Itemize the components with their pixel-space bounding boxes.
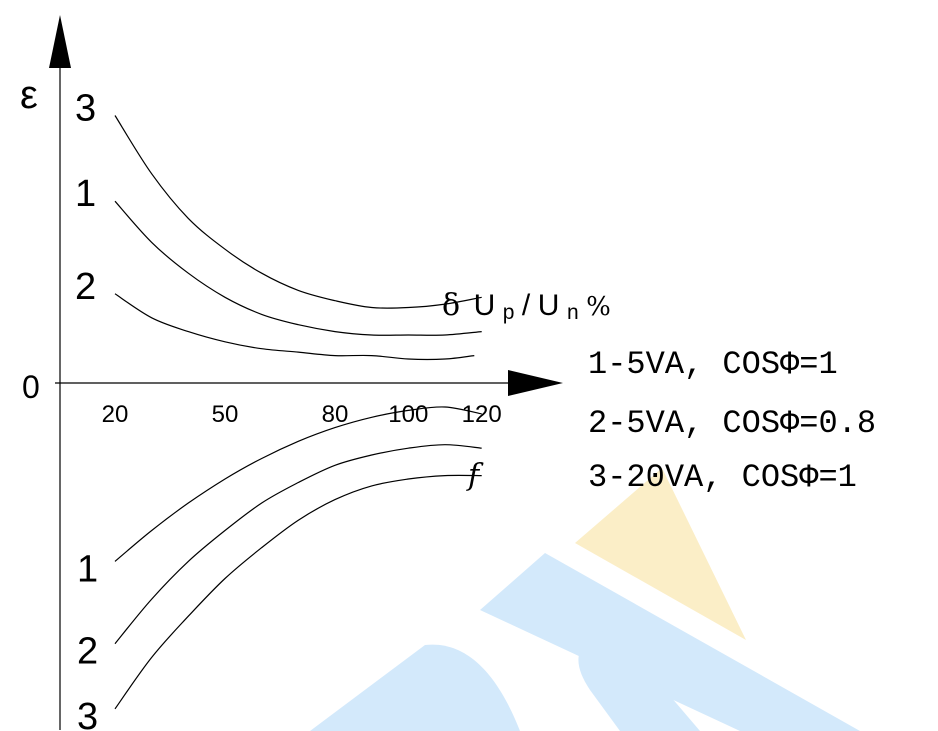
x-tick-label-20: 20 [102, 401, 129, 428]
watermark-band-middle [578, 628, 700, 731]
watermark-logo [310, 468, 860, 731]
ratio-error-sub1: p [503, 301, 515, 324]
legend-entry-2: 2-5VA, COSΦ=0.8 [588, 405, 876, 442]
phase-error-curve-3 [114, 474, 482, 710]
phase-error-curve-2 [114, 444, 482, 645]
phase-error-curve-label-2: 2 [77, 631, 98, 673]
y-axis-arrow [49, 15, 71, 68]
legend: 1-5VA, COSΦ=1 2-5VA, COSΦ=0.8 3-20VA, CO… [588, 346, 876, 496]
ratio-error-percent: % [586, 292, 611, 322]
ratio-error-label: δ U p / U n % [442, 288, 611, 326]
ratio-error-curve-3 [114, 115, 482, 309]
watermark-band-lower [310, 644, 520, 731]
ratio-error-curve-label-1: 1 [75, 173, 96, 215]
phase-error-curve-1 [114, 406, 482, 562]
x-axis-arrow [508, 370, 563, 396]
curves [114, 115, 482, 710]
ratio-error-curve-label-2: 2 [75, 266, 96, 308]
legend-entry-1: 1-5VA, COSΦ=1 [588, 346, 838, 383]
ratio-error-curve-label-3: 3 [75, 87, 96, 129]
ratio-error-u1: U [474, 289, 496, 322]
x-tick-label-80: 80 [322, 401, 349, 428]
origin-label: 0 [22, 369, 40, 405]
ratio-error-curve-2 [114, 293, 475, 361]
x-tick-label-120: 120 [462, 401, 502, 428]
watermark-triangle [575, 468, 746, 640]
ratio-error-curve-1 [114, 200, 482, 336]
ratio-error-delta: δ [442, 288, 460, 323]
curve-labels: 3 1 2 1 2 3 [75, 87, 98, 731]
ratio-error-u2: U [538, 289, 560, 322]
phase-error-curve-label-1: 1 [77, 548, 98, 590]
legend-entry-3: 3-20VA, COSΦ=1 [588, 459, 857, 496]
watermark-band-upper [480, 553, 860, 731]
phase-error-curve-label-3: 3 [77, 696, 98, 731]
x-tick-label-50: 50 [212, 401, 239, 428]
ratio-error-slash: / [522, 289, 531, 322]
x-tick-label-100: 100 [388, 401, 428, 428]
ratio-error-sub2: n [567, 301, 579, 324]
y-axis-symbol: ε [20, 73, 38, 117]
x-tick-labels: 20 50 80 100 120 [102, 401, 502, 428]
axes [49, 15, 563, 730]
